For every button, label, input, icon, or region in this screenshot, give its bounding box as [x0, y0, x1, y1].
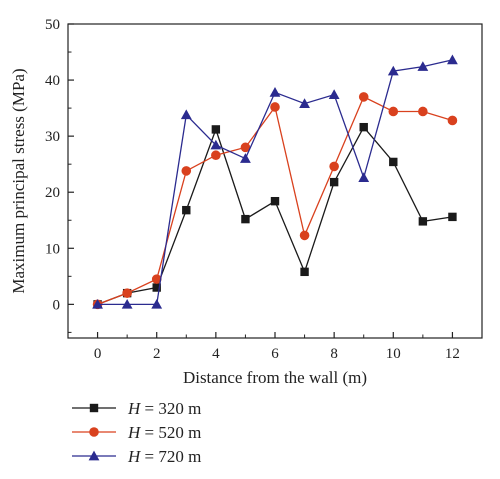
legend-marker	[89, 427, 99, 437]
y-tick-label: 10	[45, 241, 60, 257]
data-point	[210, 139, 222, 150]
legend-var: H	[127, 423, 142, 442]
data-point	[389, 157, 398, 167]
y-tick-label: 20	[45, 185, 60, 201]
data-point	[270, 102, 280, 112]
y-tick-label: 30	[45, 129, 60, 145]
legend-value: = 320 m	[140, 399, 201, 418]
data-point	[181, 166, 192, 176]
x-tick-label: 8	[330, 346, 338, 362]
data-point	[180, 109, 192, 120]
data-point	[152, 283, 161, 292]
legend-label: H = 520 m	[127, 423, 201, 442]
data-point	[299, 98, 310, 108]
x-tick-label: 4	[212, 346, 220, 362]
data-point	[328, 89, 340, 99]
data-point	[211, 150, 221, 161]
data-point	[359, 122, 368, 132]
x-tick-label: 12	[445, 346, 460, 362]
y-tick-label: 0	[53, 297, 61, 313]
data-point	[151, 274, 162, 284]
legend-marker	[89, 403, 99, 413]
legend: H = 320 mH = 520 mH = 720 m	[72, 399, 201, 466]
legend-label: H = 320 m	[127, 399, 201, 418]
data-point	[447, 54, 458, 65]
y-tick-label: 50	[45, 17, 60, 33]
legend-var: H	[127, 399, 142, 418]
data-point	[240, 142, 251, 153]
legend-marker	[88, 450, 100, 461]
data-point	[211, 125, 221, 134]
data-point	[270, 196, 280, 206]
data-point	[300, 267, 309, 277]
legend-item: H = 520 m	[72, 423, 201, 442]
data-point	[329, 177, 339, 187]
legend-item: H = 320 m	[72, 399, 201, 418]
data-point	[387, 65, 399, 76]
series-layer	[92, 54, 458, 310]
data-point	[388, 106, 399, 117]
data-point	[448, 212, 457, 222]
x-tick-label: 2	[153, 346, 161, 362]
y-axis: 0 10 20 30 40 50	[45, 17, 74, 333]
data-point	[240, 153, 251, 163]
y-axis-title: Maximum principal stress (MPa)	[9, 68, 28, 293]
data-point	[417, 61, 429, 71]
data-point	[151, 298, 163, 309]
series-triangle	[92, 54, 458, 309]
series-line	[97, 126, 453, 305]
legend-label: H = 720 m	[127, 447, 201, 466]
data-point	[418, 217, 428, 226]
data-point	[269, 87, 281, 97]
data-point	[358, 172, 370, 182]
x-axis-title: Distance from the wall (m)	[183, 368, 367, 387]
data-point	[299, 230, 310, 241]
x-tick-label: 6	[271, 346, 279, 362]
y-tick-label: 40	[45, 73, 60, 89]
data-point	[329, 161, 339, 172]
data-point	[122, 288, 132, 298]
legend-value: = 520 m	[140, 423, 201, 442]
legend-var: H	[127, 447, 142, 466]
x-axis: 0 2 4 6 8 10 12	[94, 332, 460, 362]
series-circle	[92, 92, 458, 310]
legend-value: = 720 m	[140, 447, 201, 466]
data-point	[418, 106, 428, 117]
series-square	[93, 122, 457, 309]
x-tick-label: 10	[386, 346, 401, 362]
data-point	[241, 214, 250, 224]
data-point	[92, 298, 103, 309]
data-point	[182, 205, 191, 215]
legend-item: H = 720 m	[72, 447, 201, 466]
data-point	[447, 115, 458, 126]
data-point	[358, 92, 369, 102]
x-tick-label: 0	[94, 346, 102, 362]
data-point	[121, 298, 133, 309]
